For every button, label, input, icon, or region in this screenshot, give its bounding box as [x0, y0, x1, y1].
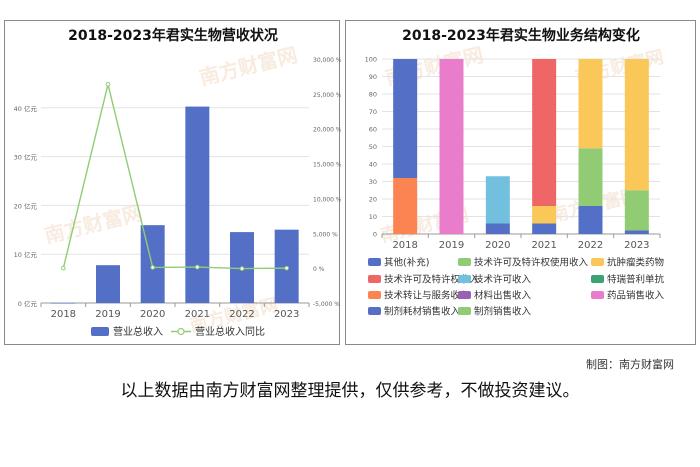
- stack-segment: [439, 59, 464, 234]
- legend-label: 药品销售收入: [607, 290, 665, 302]
- x-tick-label: 2023: [274, 309, 299, 320]
- legend-swatch: [458, 275, 471, 283]
- y-tick-label: 90: [369, 73, 377, 81]
- legend-label: 技术许可及特许权使用收入: [474, 257, 589, 269]
- legend-swatch: [591, 258, 604, 266]
- stack-segment: [624, 230, 649, 234]
- legend-swatch: [91, 327, 109, 336]
- x-tick-label: 2019: [95, 309, 120, 320]
- stack-segment: [578, 148, 603, 206]
- y2-tick-label: 20,000 %: [313, 127, 341, 134]
- stack-segment: [485, 176, 510, 224]
- y-tick-label: 60: [369, 126, 377, 134]
- stack-segment: [578, 59, 603, 149]
- y2-tick-label: 10,000 %: [313, 196, 341, 203]
- stack-segment: [532, 59, 557, 206]
- business-structure-chart-panel: 南方财富网南方财富网南方财富网南方财富网2018-2023年君实生物业务结构变化…: [345, 20, 696, 345]
- y2-tick-label: 0 %: [313, 266, 325, 273]
- legend-label: 制剂耗材销售收入: [384, 306, 461, 318]
- revenue-bar: [51, 302, 76, 304]
- stack-segment: [485, 223, 510, 234]
- y2-tick-label: 5,000 %: [313, 231, 338, 238]
- legend-swatch: [591, 275, 604, 283]
- legend-label: 其他(补充): [384, 257, 429, 269]
- x-tick-label: 2018: [392, 240, 417, 251]
- stack-segment: [578, 206, 603, 234]
- legend-label: 技术许可及特许权收入: [384, 274, 480, 286]
- x-tick-label: 2019: [439, 240, 464, 251]
- yoy-point: [195, 264, 200, 270]
- x-tick-label: 2023: [624, 240, 649, 251]
- business-structure-chart: 南方财富网南方财富网南方财富网南方财富网2018-2023年君实生物业务结构变化…: [365, 27, 666, 318]
- y-tick-label: 50: [369, 143, 377, 151]
- chart-credit: 制图：南方财富网: [586, 358, 674, 371]
- legend-label: 特瑞普利单抗: [607, 274, 665, 286]
- yoy-line: [62, 84, 287, 270]
- stack-segment: [393, 59, 418, 178]
- legend-label: 材料出售收入: [474, 290, 532, 302]
- x-tick-label: 2021: [185, 309, 210, 320]
- yoy-point: [284, 265, 289, 271]
- legend-label: 技术许可收入: [474, 274, 532, 286]
- revenue-bar: [185, 106, 210, 303]
- y-tick-label: 40: [369, 161, 377, 169]
- yoy-point: [150, 265, 155, 270]
- legend-label: 营业总收入同比: [195, 325, 265, 338]
- watermark: 南方财富网: [197, 42, 300, 89]
- y-tick-label: 0 亿元: [18, 299, 38, 308]
- yoy-point: [105, 82, 111, 87]
- stack-segment: [532, 223, 557, 234]
- revenue-chart-panel: 南方财富网 南方财富网 南方财富网 2018-2023年君实生物营收状况 0 亿元 10 …: [4, 20, 341, 345]
- y-tick-label: 80: [369, 91, 377, 99]
- legend-swatch: [458, 258, 471, 266]
- y-tick-label: 100: [365, 56, 377, 64]
- y-tick-label: 10: [369, 213, 377, 221]
- y2-tick-label: 30,000 %: [313, 57, 341, 64]
- chart-title: 2018-2023年君实生物营收状况: [68, 27, 278, 44]
- legend-swatch: [368, 275, 381, 283]
- disclaimer-text: 以上数据由南方财富网整理提供，仅供参考，不做投资建议。: [120, 381, 580, 401]
- legend-swatch: [458, 307, 471, 315]
- y2-tick-label: 25,000 %: [313, 92, 341, 99]
- y2-tick-label: 15,000 %: [313, 162, 341, 169]
- y-tick-label: 70: [369, 108, 377, 116]
- legend-label: 抗肿瘤类药物: [607, 257, 665, 269]
- x-tick-label: 2018: [51, 309, 76, 320]
- legend-label: 技术转让与服务收入: [384, 290, 470, 302]
- yoy-point: [61, 265, 66, 271]
- legend-swatch: [591, 291, 604, 299]
- y-tick-label: 10 亿元: [14, 250, 38, 259]
- x-tick-label: 2022: [578, 240, 603, 251]
- y-tick-label: 40 亿元: [14, 104, 38, 113]
- legend-swatch: [368, 307, 381, 315]
- y2-tick-label: -5,000 %: [313, 301, 340, 308]
- y-tick-label: 20: [369, 196, 377, 204]
- stack-segment: [624, 190, 649, 231]
- yoy-point: [239, 266, 245, 271]
- legend-label: 营业总收入: [113, 325, 163, 338]
- legend-label: 制剂销售收入: [474, 306, 532, 318]
- stack-segment: [532, 206, 557, 224]
- legend-swatch: [458, 291, 471, 299]
- stack-segment: [624, 59, 649, 191]
- y-tick-label: 30: [369, 178, 377, 186]
- chart-title: 2018-2023年君实生物业务结构变化: [402, 27, 640, 44]
- legend-marker: [177, 327, 185, 336]
- stack-segment: [393, 178, 418, 234]
- x-tick-label: 2021: [531, 240, 556, 251]
- revenue-bar: [140, 225, 165, 303]
- legend-swatch: [368, 258, 381, 266]
- revenue-bar: [96, 265, 120, 303]
- x-tick-label: 2020: [140, 309, 165, 320]
- legend-swatch: [368, 291, 381, 299]
- x-tick-label: 2022: [229, 309, 254, 320]
- y-tick-label: 30 亿元: [14, 153, 38, 162]
- y-tick-label: 0: [373, 231, 377, 239]
- watermark: 南方财富网: [42, 200, 145, 247]
- x-tick-label: 2020: [485, 240, 510, 251]
- y-tick-label: 20 亿元: [14, 201, 38, 210]
